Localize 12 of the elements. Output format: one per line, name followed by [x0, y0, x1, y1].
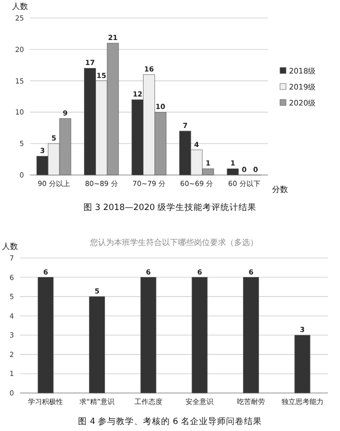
bar — [294, 334, 310, 394]
caption: 图 4 参与教学、考核的 6 名企业导师问卷结果 — [78, 416, 262, 427]
bar — [192, 277, 208, 394]
caption: 图 3 2018—2020 级学生技能考评统计结果 — [83, 202, 257, 213]
bar — [243, 277, 259, 394]
bar — [38, 277, 54, 394]
chart-title: 您认为本班学生符合以下哪些岗位要求（多选） — [89, 238, 258, 247]
bar — [140, 277, 156, 394]
bar — [89, 296, 105, 394]
y-axis-title: 人数 — [12, 2, 28, 11]
x-axis-title: 分数 — [272, 185, 288, 194]
y-axis-title: 人数 — [2, 242, 18, 251]
